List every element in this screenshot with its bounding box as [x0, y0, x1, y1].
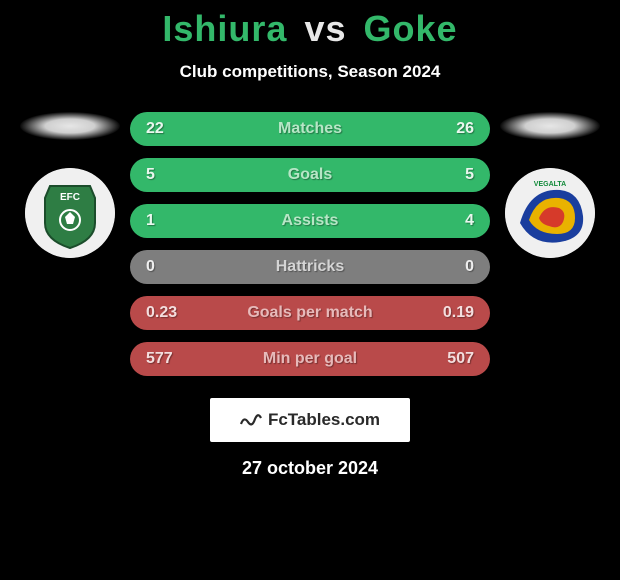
stat-label: Hattricks — [130, 258, 490, 276]
stat-label: Goals per match — [130, 304, 490, 322]
crest-word: VEGALTA — [534, 181, 566, 188]
stat-right-value: 0.19 — [443, 304, 474, 322]
stat-left-value: 5 — [146, 166, 155, 184]
stat-label: Min per goal — [130, 350, 490, 368]
stat-label: Goals — [130, 166, 490, 184]
stats-table: 22Matches26 5Goals5 1Assists4 0Hattricks0 0.… — [130, 112, 490, 376]
stat-left-value: 1 — [146, 212, 155, 230]
stat-right-value: 4 — [465, 212, 474, 230]
stat-left-value: 0.23 — [146, 304, 177, 322]
attribution-box: FcTables.com — [210, 398, 410, 442]
player1-name: Ishiura — [162, 8, 287, 49]
attribution-text: FcTables.com — [268, 410, 380, 430]
vs-text: vs — [304, 8, 346, 49]
stat-left-value: 577 — [146, 350, 173, 368]
subtitle: Club competitions, Season 2024 — [180, 62, 441, 82]
stat-row: 1Assists4 — [130, 204, 490, 238]
crest-letters: EFC — [60, 192, 80, 203]
infographic-root: Ishiura vs Goke Club competitions, Seaso… — [0, 0, 620, 479]
left-crest-svg: EFC — [25, 168, 115, 258]
stat-label: Assists — [130, 212, 490, 230]
stat-row: 0.23Goals per match0.19 — [130, 296, 490, 330]
right-shadow-ellipse — [500, 112, 600, 140]
stat-row: 22Matches26 — [130, 112, 490, 146]
right-badge-column: VEGALTA — [490, 112, 610, 258]
player2-name: Goke — [364, 8, 458, 49]
stat-right-value: 507 — [447, 350, 474, 368]
footer-date: 27 october 2024 — [242, 458, 378, 479]
stat-row: 5Goals5 — [130, 158, 490, 192]
right-crest-svg: VEGALTA — [505, 168, 595, 258]
comparison-body: EFC 22Matches26 5Goals5 1Assists4 0Hattrick… — [0, 112, 620, 376]
left-club-crest: EFC — [25, 168, 115, 258]
stat-label: Matches — [130, 120, 490, 138]
comparison-title: Ishiura vs Goke — [162, 8, 457, 50]
stat-row: 0Hattricks0 — [130, 250, 490, 284]
stat-right-value: 5 — [465, 166, 474, 184]
stat-right-value: 0 — [465, 258, 474, 276]
right-club-crest: VEGALTA — [505, 168, 595, 258]
left-badge-column: EFC — [10, 112, 130, 258]
wave-icon — [240, 412, 262, 428]
left-shadow-ellipse — [20, 112, 120, 140]
stat-left-value: 22 — [146, 120, 164, 138]
stat-row: 577Min per goal507 — [130, 342, 490, 376]
stat-left-value: 0 — [146, 258, 155, 276]
stat-right-value: 26 — [456, 120, 474, 138]
